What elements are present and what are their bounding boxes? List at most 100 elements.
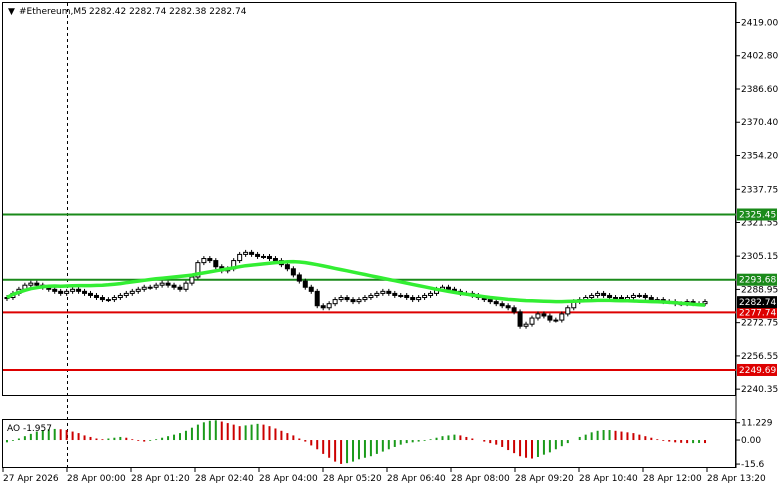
candle	[255, 251, 261, 259]
candle	[595, 290, 601, 298]
ao-axis-label: 0.00	[741, 436, 761, 446]
candle	[261, 254, 267, 259]
current-price-label: 2282.74	[739, 298, 776, 308]
price-axis-label: 2402.80	[741, 52, 778, 62]
chart-ohlc: 2282.42 2282.74 2282.38 2282.74	[89, 7, 247, 17]
time-axis-label: 28 Apr 06:40	[387, 474, 446, 484]
candle	[99, 295, 105, 303]
candle	[314, 288, 320, 309]
candle	[356, 297, 362, 305]
candle	[82, 288, 88, 296]
candle	[88, 290, 94, 298]
candle	[171, 282, 177, 290]
candle	[183, 280, 189, 292]
candle	[249, 249, 255, 257]
candle	[493, 299, 499, 307]
level-tag	[737, 208, 777, 221]
candle	[344, 295, 350, 303]
candle	[177, 284, 183, 292]
candle	[111, 295, 117, 303]
candle	[392, 290, 398, 298]
price-axis-label: 2370.40	[741, 118, 778, 128]
price-axis-label: 2240.35	[741, 385, 778, 395]
time-axis-label: 28 Apr 05:20	[323, 474, 382, 484]
candle	[117, 292, 123, 300]
candle	[296, 272, 302, 284]
indicator-pane-frame	[2, 419, 736, 468]
candle	[517, 309, 523, 329]
candle	[589, 292, 595, 300]
time-axis-label: 28 Apr 00:00	[67, 474, 126, 484]
candle	[636, 292, 642, 298]
candle	[266, 254, 272, 261]
candle	[165, 280, 171, 288]
time-axis-label: 28 Apr 10:40	[579, 474, 638, 484]
moving-average-line	[6, 259, 706, 307]
time-axis-label: 28 Apr 09:20	[515, 474, 574, 484]
candle	[338, 295, 344, 303]
candle	[511, 305, 517, 315]
candle	[64, 288, 70, 296]
candle	[380, 288, 386, 296]
level-tag-label: 2277.74	[739, 308, 776, 318]
price-axis-label: 2272.75	[741, 319, 778, 329]
candle	[141, 284, 147, 292]
candle	[201, 256, 207, 266]
candle	[123, 290, 129, 298]
candle	[410, 295, 416, 303]
price-axis-label: 2419.00	[741, 18, 778, 28]
candle	[422, 292, 428, 300]
candle	[70, 286, 76, 294]
price-axis-label: 2386.60	[741, 85, 778, 95]
main-pane-frame	[2, 2, 736, 396]
ao-axis-label: -15.6	[741, 460, 765, 470]
candle	[505, 303, 511, 311]
candle	[499, 301, 505, 309]
header-arrow-icon[interactable]: ▼	[8, 7, 15, 17]
candle	[428, 290, 434, 298]
candle	[332, 297, 338, 307]
time-axis-label: 28 Apr 13:20	[707, 474, 766, 484]
price-axis-label: 2305.15	[741, 252, 778, 262]
candle	[368, 292, 374, 300]
candle	[326, 301, 332, 311]
time-axis-label: 28 Apr 02:40	[195, 474, 254, 484]
price-axis-label: 2354.20	[741, 151, 778, 161]
candle	[547, 313, 553, 323]
candle	[362, 295, 368, 303]
time-axis-label: 28 Apr 08:00	[451, 474, 510, 484]
time-axis-label: 28 Apr 01:20	[131, 474, 190, 484]
price-axis: 2419.00 2402.80 2386.60 2370.40 2354.20 2337.…	[736, 18, 778, 395]
candle	[135, 286, 141, 294]
candle	[237, 251, 243, 264]
candle-series	[4, 249, 708, 329]
level-tag	[737, 306, 777, 319]
candle	[630, 292, 636, 300]
chart-symbol: #Ethereum,M5	[19, 7, 87, 17]
time-axis: 27 Apr 2026 28 Apr 00:00 28 Apr 01:20 28 Ap…	[2, 468, 766, 484]
candle	[195, 260, 201, 280]
level-lines	[3, 213, 736, 371]
candle	[129, 288, 135, 296]
candle	[302, 278, 308, 290]
candle	[601, 290, 607, 298]
ao-axis-label: 11.229	[741, 419, 773, 429]
candle	[52, 286, 58, 294]
candle	[93, 292, 99, 300]
candle	[153, 282, 159, 290]
ao-histogram	[5, 420, 707, 464]
candle	[284, 262, 290, 272]
candle	[76, 286, 82, 294]
candle	[386, 288, 392, 296]
candle	[58, 288, 64, 296]
candle	[535, 311, 541, 321]
candle	[320, 303, 326, 311]
indicator-label: AO -1.957	[7, 424, 52, 434]
price-axis-label: 2256.55	[741, 352, 778, 362]
level-tag	[737, 363, 777, 376]
candle	[559, 311, 565, 323]
price-axis-label: 2321.55	[741, 218, 778, 228]
candle	[213, 258, 219, 270]
time-axis-label: 28 Apr 04:00	[259, 474, 318, 484]
